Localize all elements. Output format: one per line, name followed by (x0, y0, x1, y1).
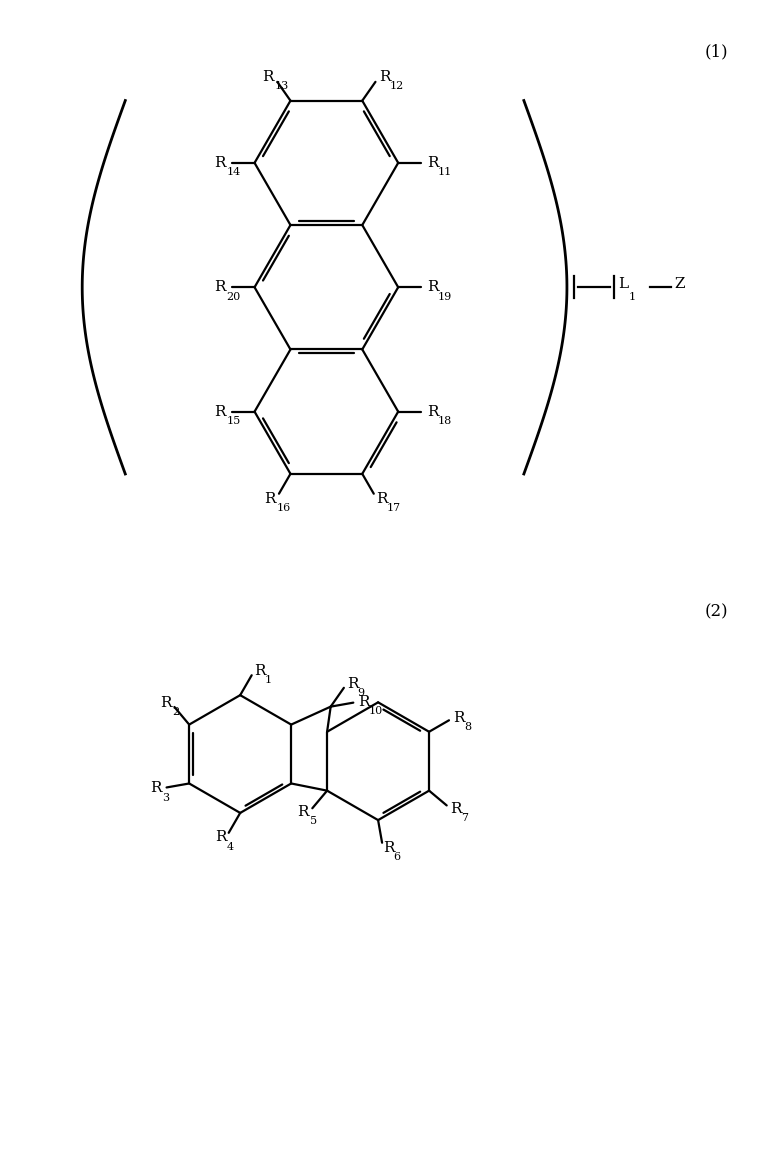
Text: L: L (619, 277, 629, 292)
Text: 10: 10 (368, 707, 383, 716)
Text: R: R (254, 664, 266, 678)
Text: R: R (214, 156, 226, 170)
Text: (1): (1) (705, 44, 729, 60)
Text: R: R (378, 70, 390, 84)
Text: 9: 9 (357, 688, 364, 699)
Text: R: R (427, 156, 439, 170)
Text: 1: 1 (264, 676, 271, 685)
Text: R: R (383, 841, 394, 855)
Text: 5: 5 (310, 817, 317, 826)
Text: R: R (358, 695, 370, 709)
Text: R: R (215, 831, 226, 845)
Text: 17: 17 (387, 503, 401, 514)
Text: R: R (346, 677, 358, 691)
Text: R: R (427, 280, 439, 294)
Text: 4: 4 (227, 841, 234, 851)
Text: R: R (150, 781, 162, 795)
Text: 1: 1 (629, 292, 636, 301)
Text: R: R (298, 805, 309, 819)
Text: 20: 20 (227, 292, 241, 301)
Text: 18: 18 (437, 416, 451, 426)
Text: R: R (454, 711, 465, 725)
Text: 8: 8 (464, 722, 471, 732)
Text: 16: 16 (277, 503, 291, 514)
Text: 3: 3 (163, 793, 170, 803)
Text: 6: 6 (393, 853, 400, 862)
Text: R: R (160, 696, 171, 710)
Text: 13: 13 (274, 82, 289, 92)
Text: (2): (2) (705, 603, 729, 620)
Text: R: R (264, 492, 276, 506)
Text: Z: Z (675, 277, 685, 292)
Text: 11: 11 (437, 168, 451, 177)
Text: R: R (450, 802, 462, 816)
Text: R: R (427, 404, 439, 418)
Text: R: R (377, 492, 388, 506)
Text: 12: 12 (389, 82, 404, 92)
Text: 2: 2 (172, 708, 179, 717)
Text: 15: 15 (227, 416, 241, 426)
Text: R: R (214, 280, 226, 294)
Text: 19: 19 (437, 292, 451, 301)
Text: R: R (263, 70, 274, 84)
Text: 7: 7 (461, 813, 468, 823)
Text: 14: 14 (227, 168, 241, 177)
Text: R: R (214, 404, 226, 418)
